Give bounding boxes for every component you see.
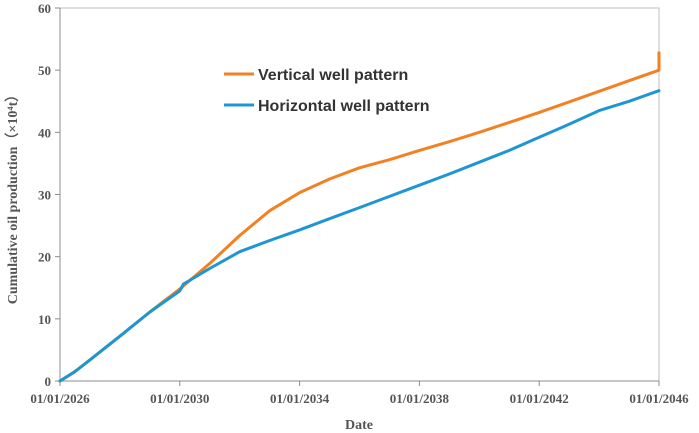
legend-label: Horizontal well pattern	[258, 98, 430, 115]
y-tick-label: 40	[38, 125, 51, 140]
x-tick-label: 01/01/2030	[150, 391, 209, 406]
y-tick-label: 30	[38, 188, 51, 203]
legend-label: Vertical well pattern	[258, 67, 408, 84]
y-axis-title: Cumulative oil production（×10⁴t）	[5, 88, 21, 305]
y-tick-label: 20	[38, 250, 51, 265]
x-tick-label: 01/01/2042	[510, 391, 569, 406]
y-tick-label: 0	[45, 374, 52, 389]
plot-area-border	[59, 7, 660, 382]
x-axis-title: Date	[345, 418, 373, 433]
x-tick-label: 01/01/2034	[270, 391, 330, 406]
horizontal-well-series-line	[58, 89, 661, 383]
y-tick-label: 50	[38, 63, 51, 78]
x-tick-label: 01/01/2026	[30, 391, 90, 406]
y-tick-label: 10	[38, 312, 51, 327]
y-tick-label: 60	[38, 1, 51, 16]
x-tick-label: 01/01/2038	[390, 391, 450, 406]
x-tick-label: 01/01/2046	[629, 391, 689, 406]
